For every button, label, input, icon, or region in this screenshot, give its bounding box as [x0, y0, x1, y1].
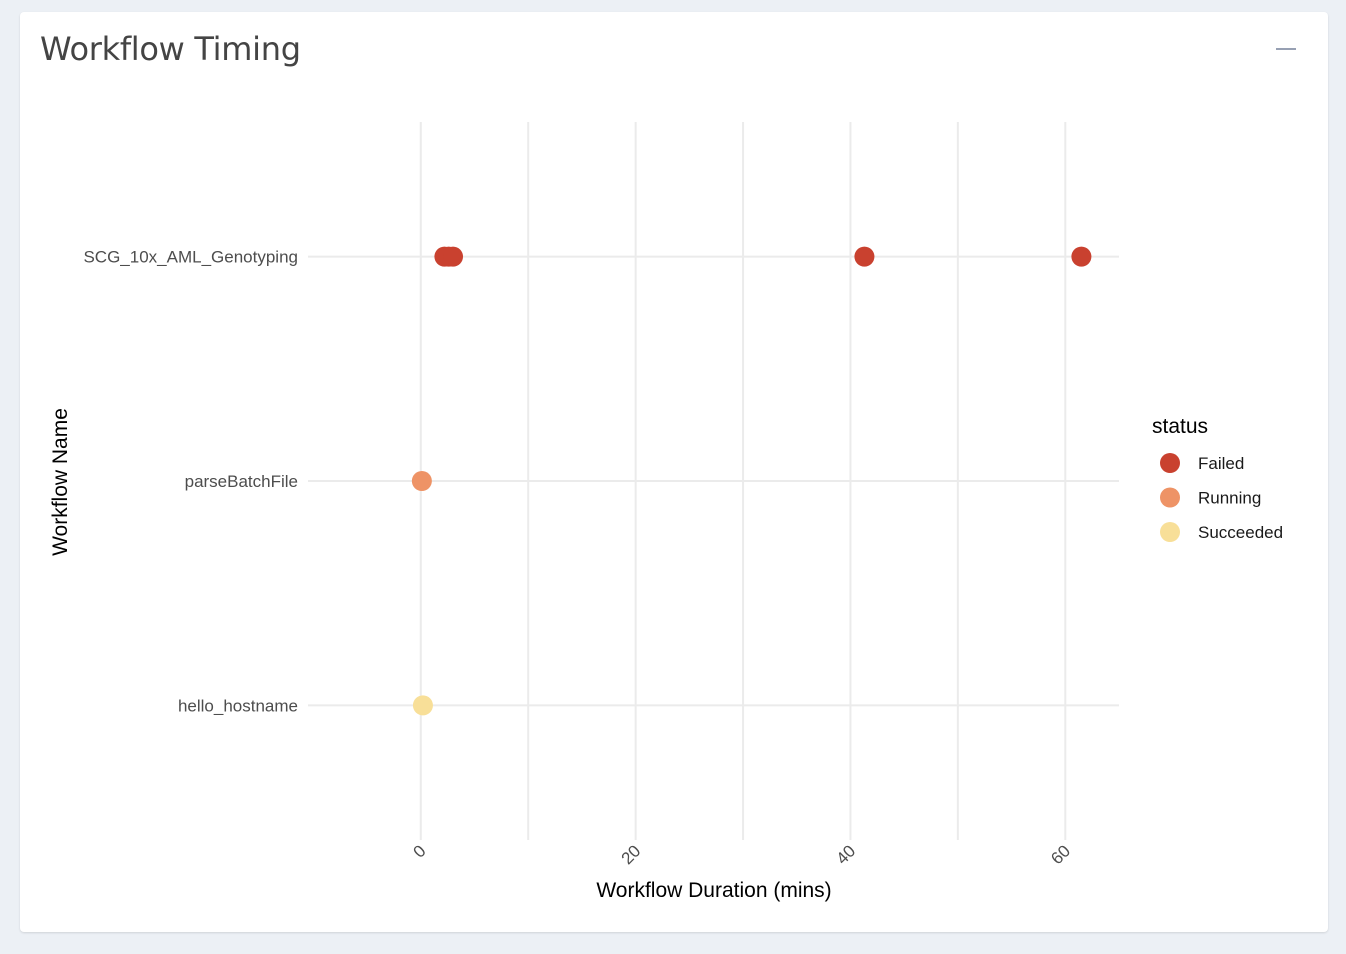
- legend-label-succeeded: Succeeded: [1198, 523, 1283, 542]
- x-tick-label: 20: [618, 841, 645, 868]
- card-title: Workflow Timing: [40, 30, 301, 68]
- workflow-timing-chart: SCG_10x_AML_Genotyping parseBatchFile hell…: [49, 122, 1283, 902]
- data-point-succeeded[interactable]: [412, 695, 433, 716]
- legend-title: status: [1152, 415, 1208, 438]
- x-tick-label: 60: [1047, 841, 1074, 868]
- x-tick-label: 40: [832, 841, 859, 868]
- data-point-running[interactable]: [411, 471, 432, 491]
- grid-lines: [308, 122, 1119, 840]
- y-tick-label: SCG_10x_AML_Genotyping: [83, 248, 298, 267]
- x-axis-tick-labels: 0 20 40 60: [409, 841, 1074, 868]
- y-axis-tick-labels: SCG_10x_AML_Genotyping parseBatchFile hell…: [83, 248, 298, 716]
- legend-swatch-failed: [1160, 453, 1180, 473]
- minus-icon[interactable]: [1274, 40, 1298, 60]
- x-axis-title: Workflow Duration (mins): [596, 879, 831, 902]
- legend-label-failed: Failed: [1198, 454, 1244, 473]
- data-point-failed[interactable]: [854, 246, 875, 267]
- legend-swatch-running: [1160, 487, 1180, 508]
- data-points: [411, 246, 1092, 716]
- y-axis-title: Workflow Name: [49, 408, 72, 556]
- data-point-failed[interactable]: [443, 246, 464, 267]
- y-tick-label: hello_hostname: [178, 696, 298, 715]
- y-tick-label: parseBatchFile: [185, 472, 298, 491]
- legend-swatch-succeeded: [1160, 522, 1180, 542]
- legend-label-running: Running: [1198, 489, 1261, 508]
- x-tick-label: 0: [409, 841, 429, 861]
- legend: status Failed Running Succeeded: [1152, 415, 1283, 542]
- data-point-failed[interactable]: [1071, 246, 1092, 267]
